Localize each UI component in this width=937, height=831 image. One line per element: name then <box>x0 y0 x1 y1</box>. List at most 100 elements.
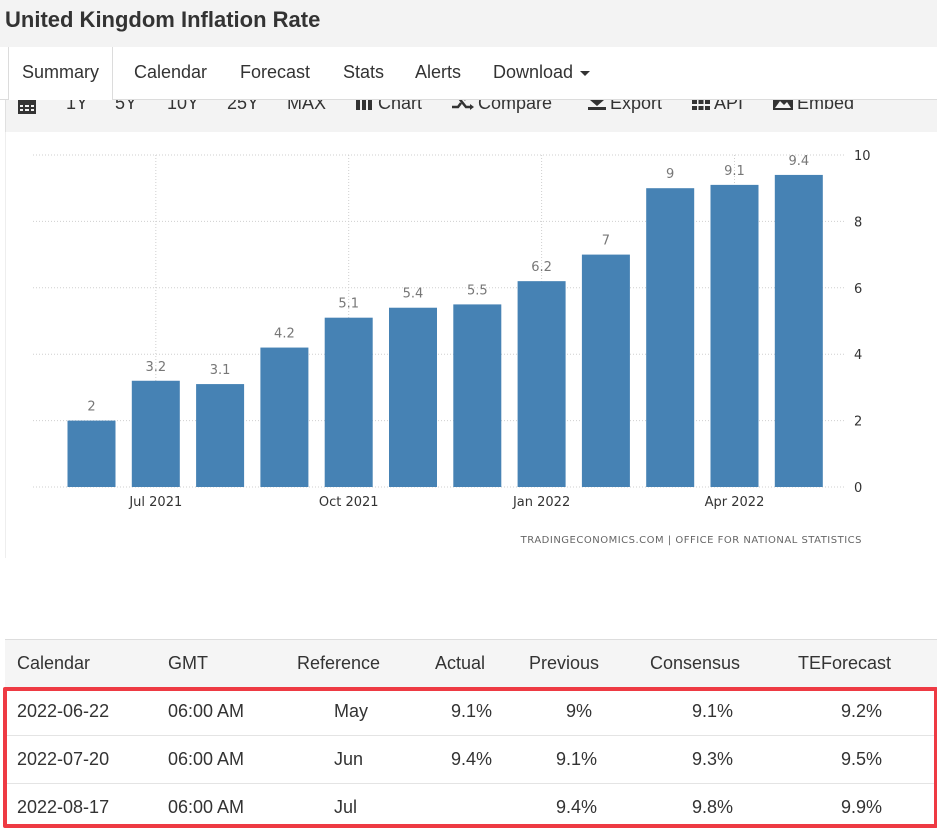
bar <box>260 347 309 487</box>
embed-label: Embed <box>797 100 855 113</box>
bar-value-label: 5.4 <box>403 287 424 302</box>
cell-consensus: 9.8% <box>692 797 734 817</box>
cell-consensus: 9.1% <box>692 701 734 721</box>
bar-value-label: 9 <box>666 167 674 182</box>
bar-value-label: 9.4 <box>788 154 809 169</box>
api-label: API <box>714 100 744 113</box>
y-tick-label: 8 <box>854 215 862 230</box>
header-calendar: Calendar <box>17 653 91 673</box>
bar <box>581 254 630 487</box>
table-row[interactable]: 2022-06-22 06:00 AM May 9.1% 9% 9.1% 9.2… <box>5 688 937 736</box>
y-tick-label: 4 <box>854 348 862 363</box>
tab-bar: Summary Calendar Forecast Stats Alerts D… <box>0 47 937 100</box>
x-tick-label: Apr 2022 <box>705 495 765 510</box>
bar-value-label: 5.5 <box>467 283 488 298</box>
bar <box>389 307 437 487</box>
source-text: TRADINGECONOMICS.COM | OFFICE FOR NATION… <box>520 535 862 546</box>
x-tick-label: Jul 2021 <box>128 495 182 510</box>
bar <box>774 174 823 488</box>
range-5y[interactable]: 5Y <box>115 100 138 113</box>
y-tick-label: 10 <box>854 149 871 164</box>
calendar-header-row: Calendar GMT Reference Actual Previous C… <box>5 640 937 688</box>
calendar-table: Calendar GMT Reference Actual Previous C… <box>5 639 937 831</box>
cell-teforecast: 9.9% <box>841 797 883 817</box>
y-tick-label: 2 <box>854 415 862 430</box>
cell-reference: Jul <box>334 797 358 817</box>
shuffle-icon <box>452 100 474 115</box>
x-tick-label: Jan 2022 <box>512 495 570 510</box>
caret-down-icon <box>580 70 591 76</box>
tab-forecast[interactable]: Forecast <box>240 62 311 82</box>
compare-button[interactable]: Compare <box>452 100 552 115</box>
bar-chart-icon <box>356 100 374 115</box>
bar-value-label: 2 <box>87 400 95 415</box>
compare-label: Compare <box>478 100 553 113</box>
header-teforecast: TEForecast <box>798 653 892 673</box>
tab-stats[interactable]: Stats <box>343 62 385 82</box>
cell-date: 2022-06-22 <box>17 701 110 721</box>
cell-previous: 9.1% <box>556 749 598 769</box>
inflation-bar-chart: 0 2 4 6 8 10 Jul 2021 Oct 2021 Jan 2022 Apr 2022 2… <box>33 149 871 546</box>
embed-button[interactable]: Embed <box>773 100 854 115</box>
table-icon[interactable] <box>18 100 36 119</box>
table-row[interactable]: 2022-07-20 06:00 AM Jun 9.4% 9.1% 9.3% 9… <box>5 736 937 784</box>
bar-value-label: 7 <box>602 234 610 249</box>
cell-date: 2022-07-20 <box>17 749 110 769</box>
header-previous: Previous <box>529 653 600 673</box>
y-tick-label: 6 <box>854 282 862 297</box>
chart-button[interactable]: Chart <box>356 100 422 115</box>
tab-download-label: Download <box>493 62 574 82</box>
cell-actual: 9.4% <box>451 749 493 769</box>
cell-previous: 9% <box>566 701 593 721</box>
cell-consensus: 9.3% <box>692 749 734 769</box>
cell-reference: Jun <box>334 749 364 769</box>
bar <box>646 188 695 487</box>
range-10y[interactable]: 10Y <box>167 100 200 113</box>
chart-toolbar: 1Y 5Y 10Y 25Y MAX Chart Compare Export A… <box>5 100 937 132</box>
chart-panel: 0 2 4 6 8 10 Jul 2021 Oct 2021 Jan 2022 Apr 2022 2… <box>5 132 937 558</box>
header-actual: Actual <box>435 653 486 673</box>
header-reference: Reference <box>297 653 381 673</box>
cell-gmt: 06:00 AM <box>168 701 245 721</box>
bar-value-label: 5.1 <box>338 297 359 312</box>
bar-value-label: 9.1 <box>724 164 745 179</box>
page-title: United Kingdom Inflation Rate <box>5 7 321 32</box>
bar <box>517 281 566 487</box>
range-25y[interactable]: 25Y <box>227 100 260 113</box>
cell-actual: 9.1% <box>451 701 493 721</box>
bar-value-label: 6.2 <box>531 260 552 275</box>
bar <box>67 420 116 487</box>
bar-value-label: 4.2 <box>274 327 295 342</box>
cell-date: 2022-08-17 <box>17 797 110 817</box>
tab-summary[interactable]: Summary <box>8 47 114 100</box>
bar <box>324 317 373 487</box>
cell-previous: 9.4% <box>556 797 598 817</box>
bar-value-label: 3.2 <box>145 360 166 375</box>
chart-label: Chart <box>378 100 423 113</box>
y-tick-label: 0 <box>854 481 862 496</box>
bar <box>196 384 245 487</box>
tab-calendar[interactable]: Calendar <box>134 62 208 82</box>
range-max[interactable]: MAX <box>287 100 327 113</box>
export-label: Export <box>610 100 663 113</box>
header-consensus: Consensus <box>650 653 741 673</box>
cell-gmt: 06:00 AM <box>168 749 245 769</box>
cell-teforecast: 9.5% <box>841 749 883 769</box>
tab-download[interactable]: Download <box>493 47 591 99</box>
export-button[interactable]: Export <box>588 100 662 115</box>
bar <box>131 380 180 487</box>
header-gmt: GMT <box>168 653 208 673</box>
api-button[interactable]: API <box>692 100 743 115</box>
bar <box>710 184 759 487</box>
bar <box>453 304 502 487</box>
cell-gmt: 06:00 AM <box>168 797 245 817</box>
image-icon <box>773 100 793 115</box>
bar-value-label: 3.1 <box>210 363 231 378</box>
download-icon <box>588 100 606 115</box>
table-row[interactable]: 2022-08-17 06:00 AM Jul 9.4% 9.8% 9.9% <box>5 784 937 831</box>
range-1y[interactable]: 1Y <box>66 100 89 113</box>
x-tick-label: Oct 2021 <box>319 495 379 510</box>
cell-reference: May <box>334 701 369 721</box>
cell-teforecast: 9.2% <box>841 701 883 721</box>
tab-alerts[interactable]: Alerts <box>415 62 462 82</box>
